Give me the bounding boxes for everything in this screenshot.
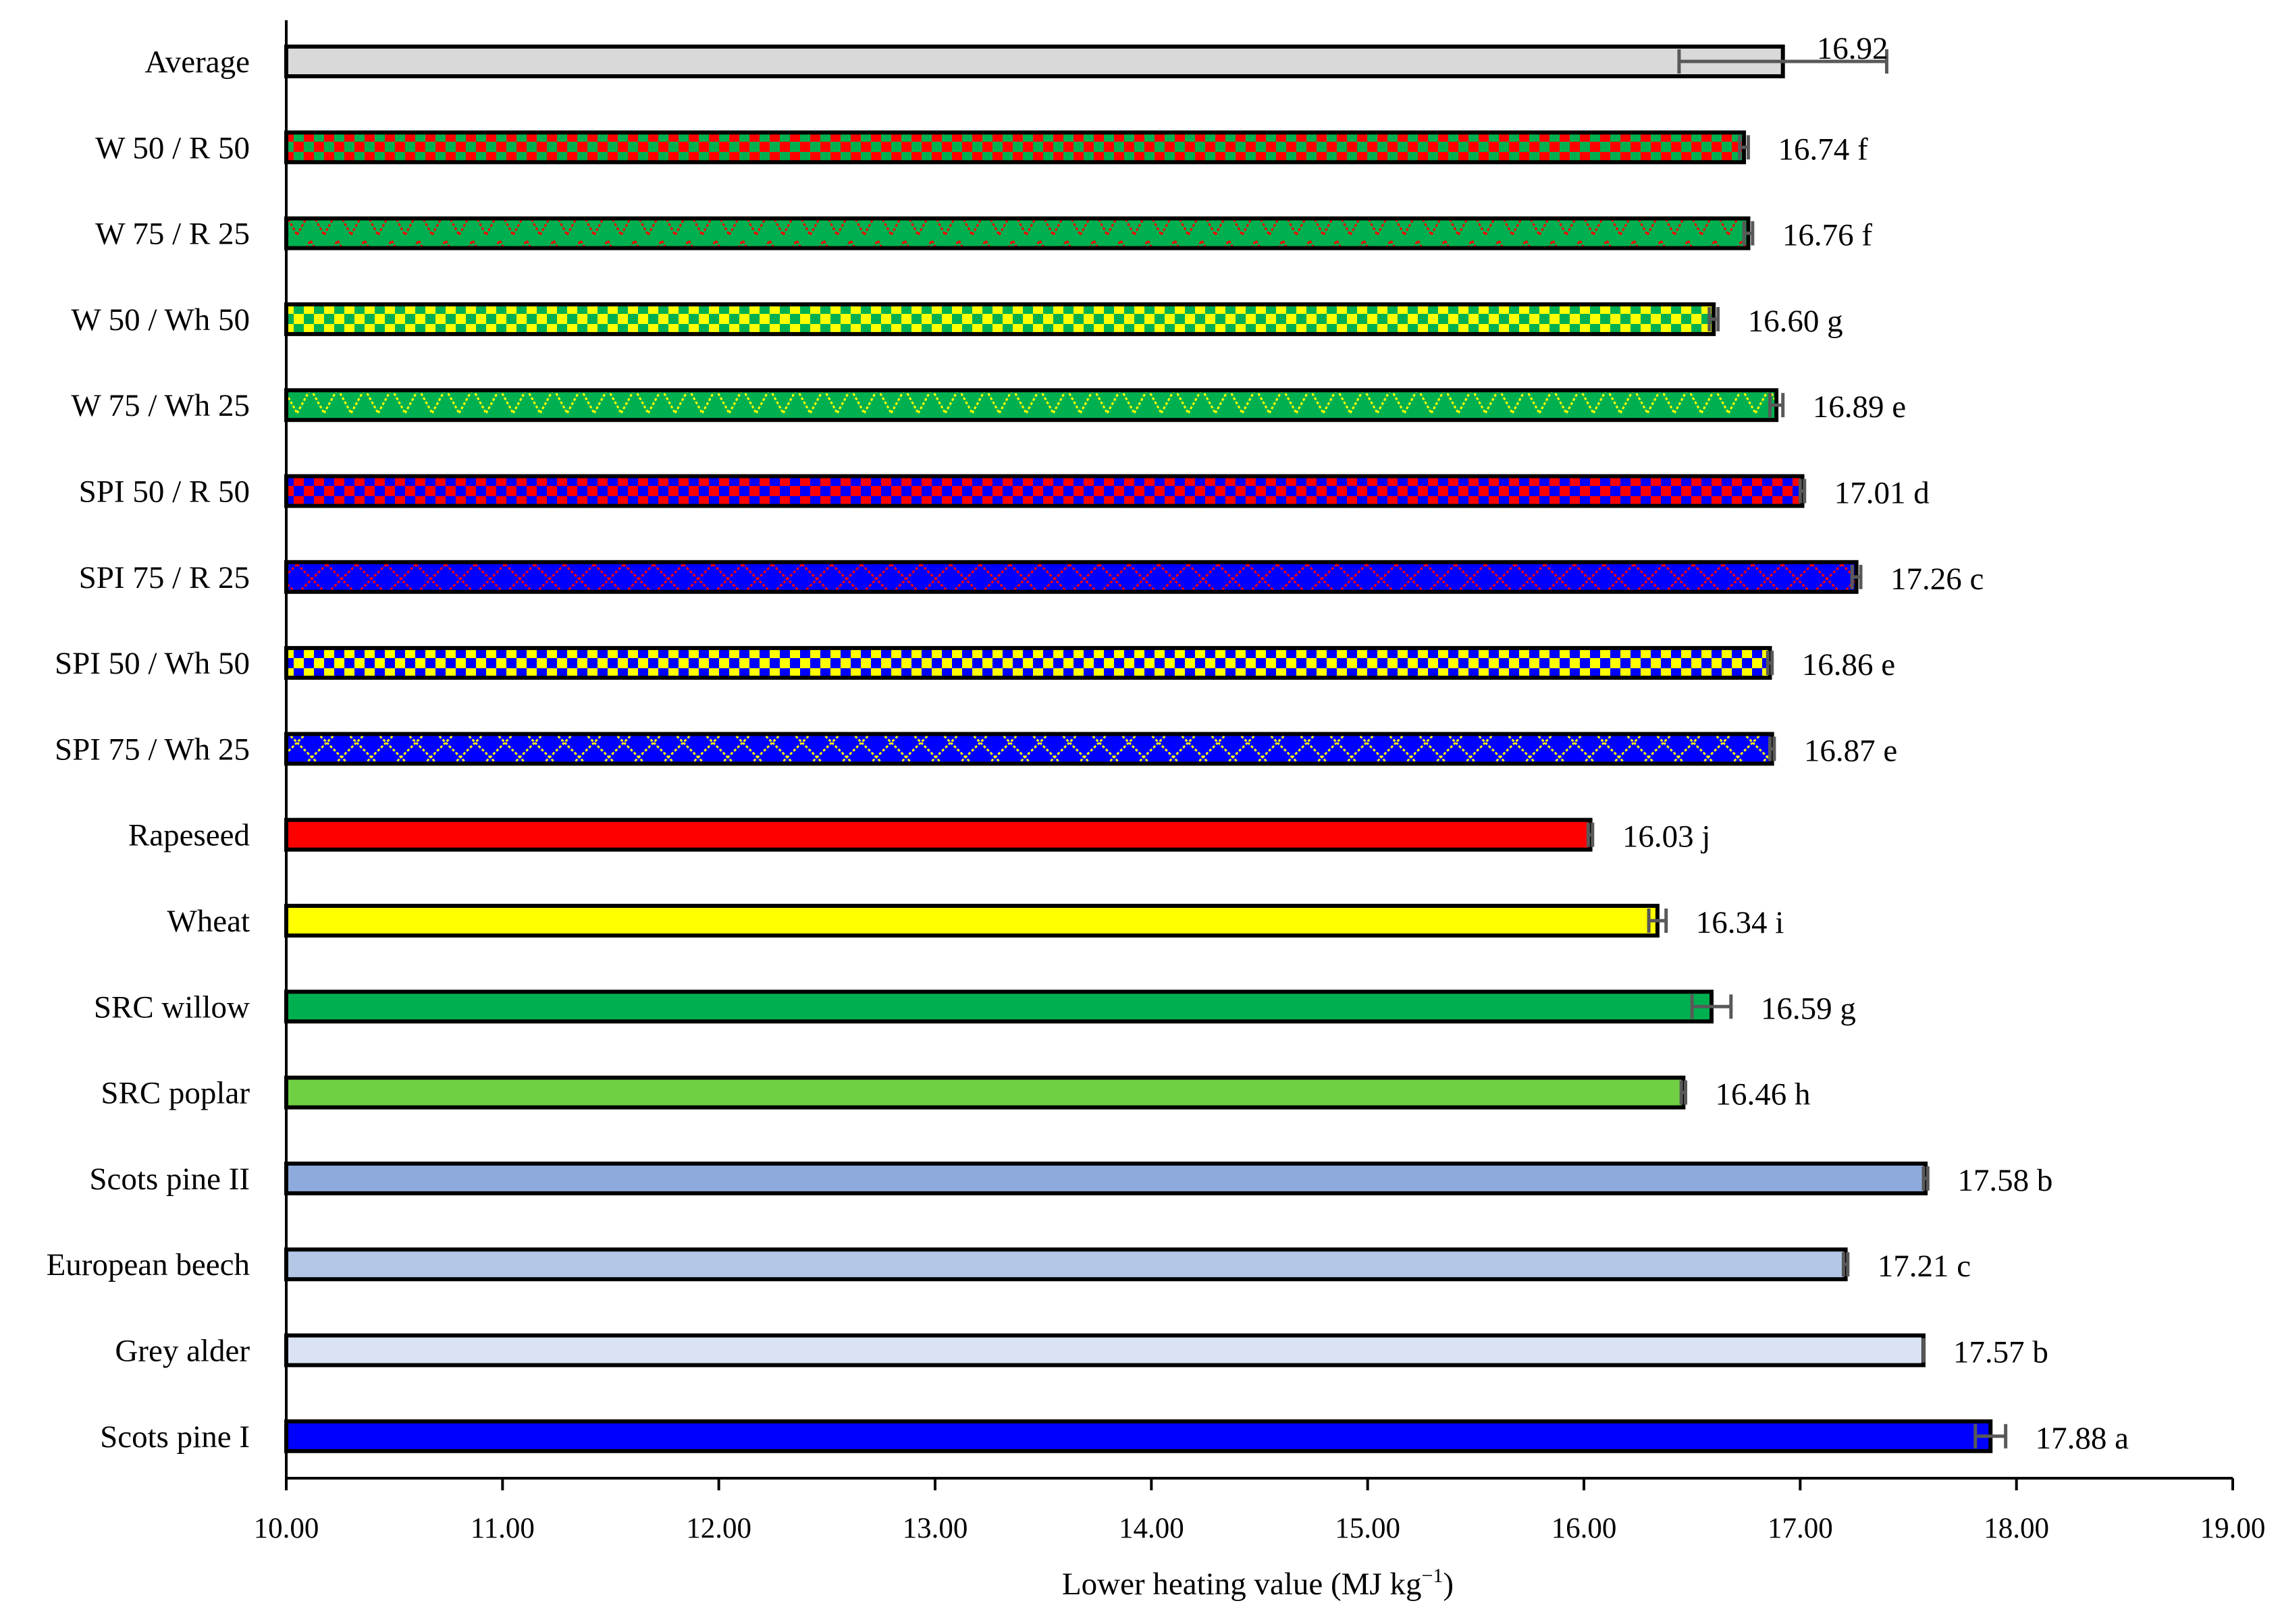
value-label: 17.57 b	[1953, 1335, 2048, 1370]
bar	[284, 474, 1805, 508]
category-label: W 50 / R 50	[95, 130, 250, 165]
value-label: 16.76 f	[1782, 218, 1873, 253]
bar	[284, 560, 1859, 594]
x-tick-label: 10.00	[254, 1513, 319, 1544]
category-label: SPI 75 / Wh 25	[55, 732, 250, 767]
bar	[284, 302, 1716, 336]
x-tick-label: 14.00	[1119, 1513, 1184, 1544]
value-label: 16.34 i	[1696, 905, 1784, 940]
x-tick-label: 16.00	[1552, 1513, 1617, 1544]
category-label: SPI 75 / R 25	[79, 560, 250, 595]
bar	[284, 904, 1660, 938]
bar	[284, 1419, 1993, 1453]
value-label: 17.21 c	[1878, 1249, 1971, 1284]
bar	[284, 45, 1785, 78]
value-label: 16.89 e	[1813, 389, 1906, 425]
category-label: Scots pine I	[100, 1419, 250, 1455]
value-label: 16.60 g	[1748, 304, 1843, 339]
x-tick-label: 13.00	[903, 1513, 968, 1544]
value-label: 16.03 j	[1622, 819, 1711, 855]
x-tick-label: 19.00	[2200, 1513, 2266, 1544]
category-label: Wheat	[167, 904, 250, 939]
bars-layer	[284, 45, 2008, 1453]
value-label: 16.46 h	[1716, 1077, 1811, 1112]
bar	[284, 990, 1714, 1024]
x-axis-title-main: Lower heating value (MJ kg	[1062, 1567, 1422, 1602]
category-label: W 50 / Wh 50	[71, 302, 250, 337]
x-tick-label: 12.00	[686, 1513, 751, 1544]
x-tick-label: 18.00	[1984, 1513, 2049, 1544]
bar	[284, 817, 1593, 852]
bar	[284, 1247, 1848, 1282]
category-label: W 75 / R 25	[95, 217, 250, 252]
bar	[284, 732, 1774, 766]
x-tick-label: 11.00	[471, 1513, 535, 1544]
x-axis-title-close: )	[1443, 1567, 1454, 1602]
value-label: 17.01 d	[1834, 476, 1930, 511]
value-label: 17.88 a	[2036, 1421, 2129, 1456]
category-label: European beech	[47, 1247, 250, 1282]
category-label: Scots pine II	[89, 1162, 250, 1197]
category-label: Grey alder	[115, 1334, 250, 1369]
category-label: Rapeseed	[128, 818, 250, 853]
bar	[284, 216, 1751, 250]
category-label: SRC willow	[94, 990, 250, 1025]
value-label: 17.26 c	[1890, 562, 1984, 597]
value-label: 16.92	[1817, 31, 1888, 66]
bar	[284, 1333, 1926, 1368]
category-label: W 75 / Wh 25	[71, 388, 250, 423]
value-label: 16.86 e	[1802, 647, 1895, 682]
axes-layer: Average 16.92 W 50 / R 50 16.74 f W 75 / R 2…	[47, 20, 2266, 1544]
bar	[284, 388, 1779, 423]
x-axis-title: Lower heating value (MJ kg−1)	[1062, 1565, 1454, 1602]
category-label: SRC poplar	[101, 1076, 250, 1111]
value-label: 16.74 f	[1778, 132, 1868, 167]
category-label: SPI 50 / Wh 50	[55, 646, 250, 681]
value-label: 16.87 e	[1804, 733, 1897, 768]
bar	[284, 1075, 1686, 1110]
bar	[284, 646, 1772, 680]
value-label: 16.59 g	[1761, 991, 1856, 1026]
category-label: Average	[144, 45, 250, 80]
category-label: SPI 50 / R 50	[79, 475, 250, 510]
bar	[284, 130, 1747, 165]
bar	[284, 1161, 1928, 1195]
x-axis-title-superscript: −1	[1421, 1565, 1443, 1587]
x-tick-label: 15.00	[1335, 1513, 1400, 1544]
value-label: 17.58 b	[1957, 1163, 2052, 1198]
x-tick-label: 17.00	[1768, 1513, 1833, 1544]
